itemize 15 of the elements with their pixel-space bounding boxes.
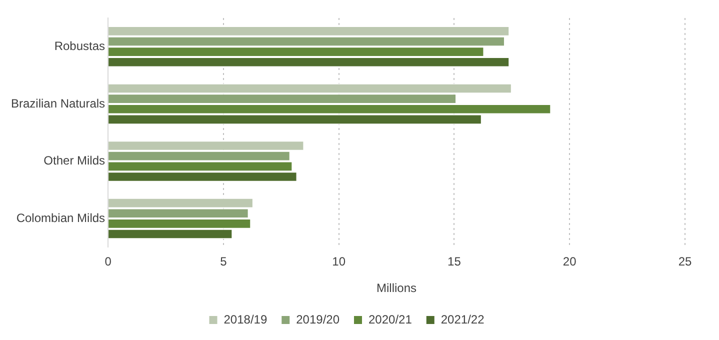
y-tick-label: Robustas	[54, 38, 106, 53]
x-tick-label: 25	[678, 254, 692, 269]
x-tick-label: 10	[332, 254, 346, 269]
legend-label: 2018/19	[224, 312, 268, 326]
legend-label: 2021/22	[440, 312, 485, 326]
x-tick-label: 5	[220, 254, 228, 269]
x-axis-title: Millions	[376, 281, 417, 296]
legend-label: 2019/20	[296, 312, 340, 326]
x-tick-label: 0	[104, 254, 112, 269]
y-tick-label: Brazilian Naturals	[10, 96, 106, 110]
y-tick-label: Colombian Milds	[16, 210, 106, 225]
y-tick-label: Other Milds	[44, 154, 106, 168]
x-tick-label: 15	[448, 254, 462, 269]
legend-label: 2020/21	[368, 312, 412, 326]
x-tick-label: 20	[562, 254, 577, 269]
